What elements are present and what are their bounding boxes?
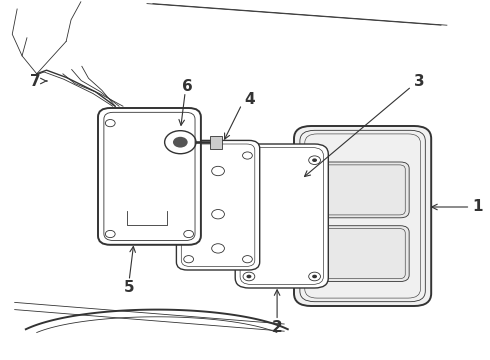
FancyBboxPatch shape	[176, 140, 260, 270]
Text: 6: 6	[182, 79, 193, 94]
Circle shape	[246, 158, 251, 162]
Circle shape	[312, 158, 317, 162]
Circle shape	[246, 275, 251, 278]
Text: 4: 4	[244, 91, 254, 107]
Text: 7: 7	[30, 73, 41, 89]
Text: 1: 1	[472, 199, 483, 215]
FancyBboxPatch shape	[316, 226, 409, 282]
Text: 3: 3	[414, 73, 424, 89]
Text: 5: 5	[124, 280, 134, 296]
Circle shape	[173, 137, 188, 148]
FancyBboxPatch shape	[316, 162, 409, 218]
Circle shape	[312, 275, 317, 278]
Text: 2: 2	[272, 320, 282, 335]
FancyBboxPatch shape	[235, 144, 328, 288]
FancyBboxPatch shape	[294, 126, 431, 306]
FancyBboxPatch shape	[98, 108, 201, 245]
FancyBboxPatch shape	[210, 136, 222, 149]
